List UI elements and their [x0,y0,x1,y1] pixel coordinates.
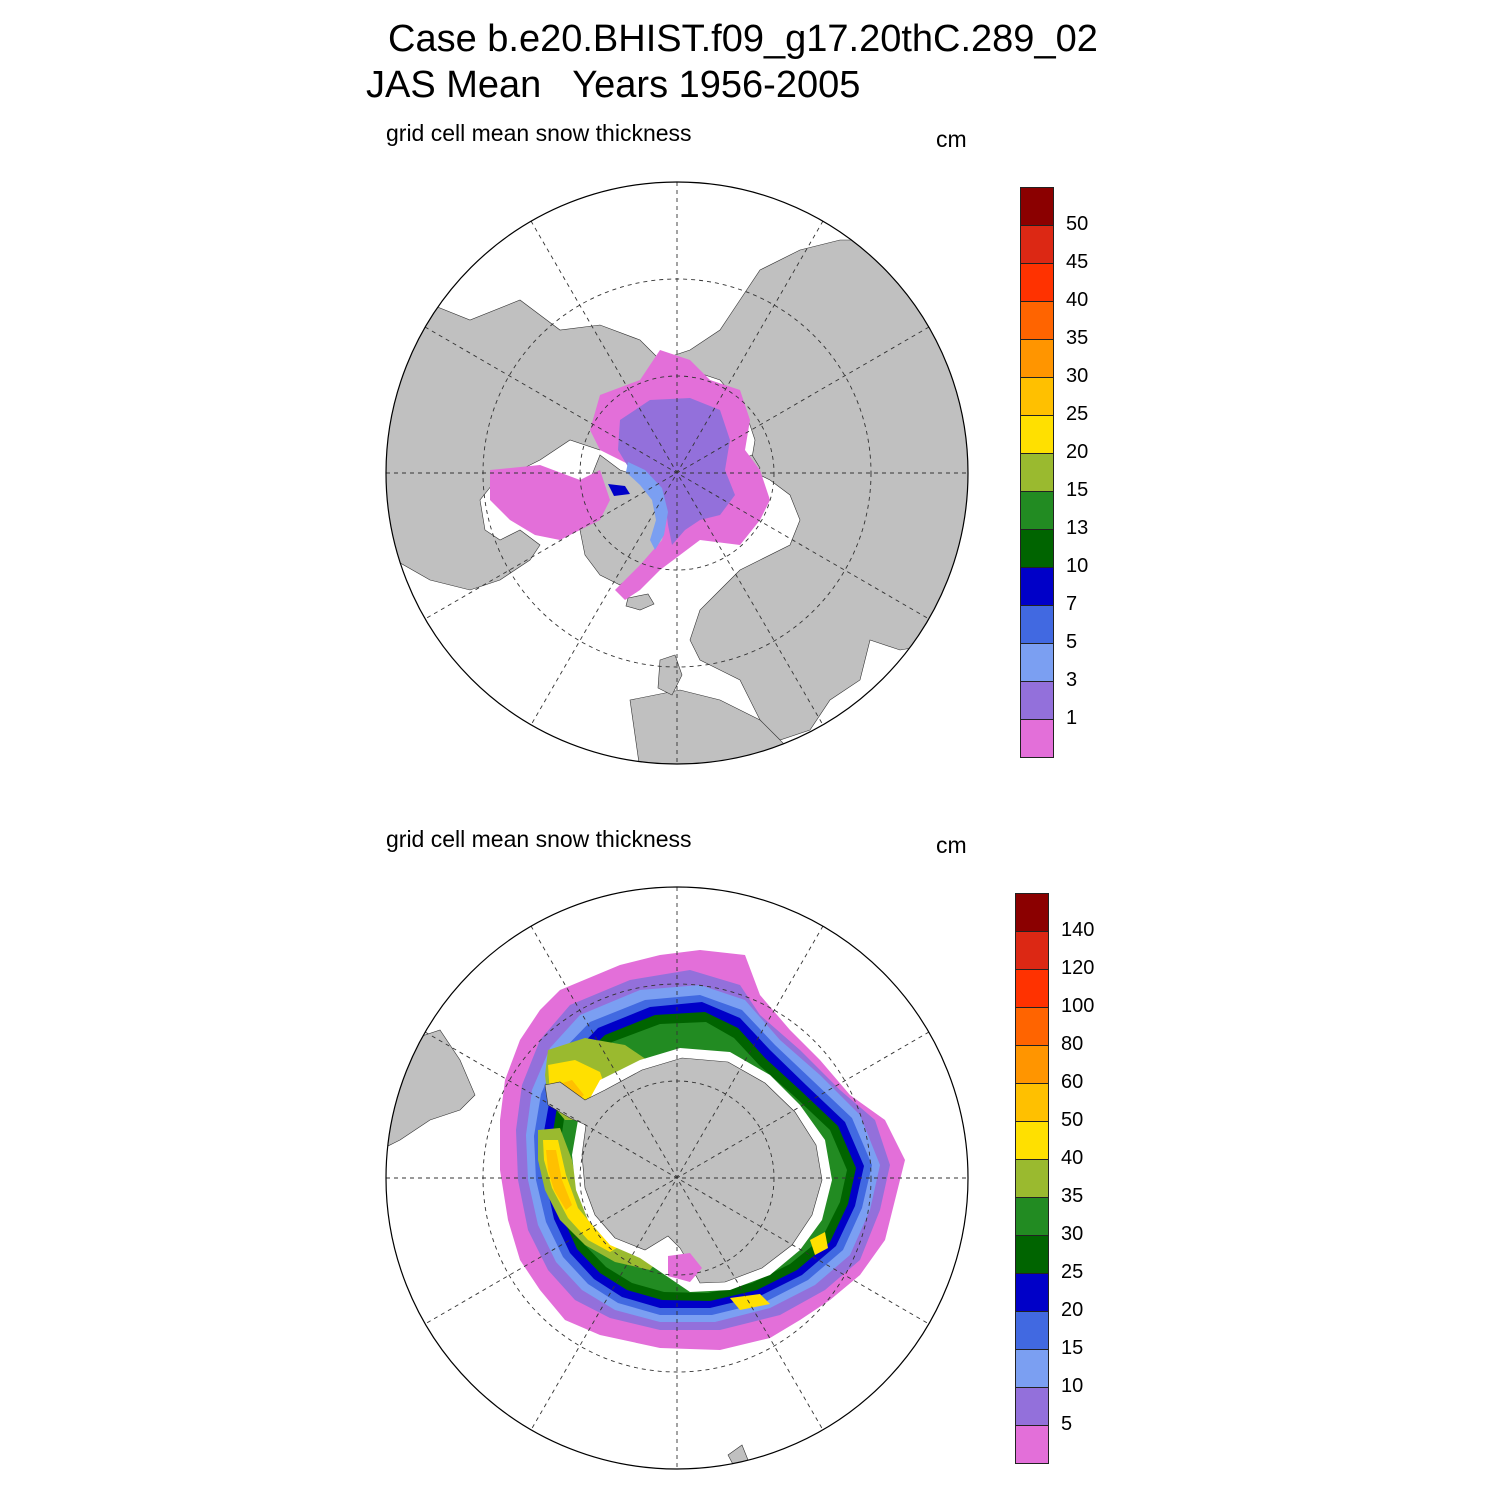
antarctic-snow-bell-yellow [543,1140,620,1252]
antarctic-colorbar: 140 120 100 80 60 50 40 35 30 25 20 15 10 5 [1015,893,1125,1464]
colorbar-swatch [1020,681,1054,720]
colorbar-swatch [1015,1425,1049,1464]
colorbar-swatch [1015,1311,1049,1350]
colorbar-label: 5 [1066,631,1078,653]
colorbar-label: 80 [1061,1033,1084,1055]
arctic-polar-map [385,181,969,765]
antarctic-subtitle: grid cell mean snow thickness [386,826,692,852]
arctic-land-iceland [625,593,655,611]
colorbar-swatch [1015,893,1049,932]
antarctic-snow-bell-orange [546,1150,572,1210]
figure-title-line2: JAS Mean Years 1956-2005 [366,64,861,106]
colorbar-label: 7 [1066,593,1078,615]
colorbar-swatch [1015,1007,1049,1046]
colorbar-label: 15 [1061,1337,1084,1359]
colorbar-label: 5 [1061,1413,1073,1435]
colorbar-label: 35 [1066,327,1089,349]
colorbar-swatch [1015,1159,1049,1198]
colorbar-label: 3 [1066,669,1078,691]
figure-title-line1: Case b.e20.BHIST.f09_g17.20thC.289_02 [388,18,1098,60]
colorbar-swatch [1020,415,1054,454]
colorbar-label: 13 [1066,517,1089,539]
arctic-land-europe-south [629,689,801,764]
colorbar-label: 30 [1066,365,1089,387]
colorbar-swatch [1015,1121,1049,1160]
colorbar-swatch [1015,1197,1049,1236]
colorbar-swatch [1020,491,1054,530]
colorbar-swatch [1015,931,1049,970]
antarctic-snow-ross-yellow [730,1294,770,1310]
colorbar-swatch [1020,301,1054,340]
arctic-subtitle: grid cell mean snow thickness [386,120,692,146]
colorbar-swatch [1020,263,1054,302]
colorbar-swatch [1020,719,1054,758]
colorbar-label: 25 [1066,403,1089,425]
colorbar-label: 140 [1061,919,1095,941]
arctic-land-british-isles [657,654,683,696]
colorbar-label: 30 [1061,1223,1084,1245]
colorbar-label: 15 [1066,479,1089,501]
colorbar-label: 45 [1066,251,1089,273]
colorbar-swatch [1015,1083,1049,1122]
colorbar-label: 35 [1061,1185,1084,1207]
colorbar-swatch [1015,1273,1049,1312]
colorbar-label: 100 [1061,995,1095,1017]
colorbar-label: 10 [1061,1375,1084,1397]
colorbar-swatch [1015,1387,1049,1426]
colorbar-swatch [1020,643,1054,682]
colorbar-swatch [1020,339,1054,378]
arctic-snow-thickest [608,484,630,496]
colorbar-label: 50 [1061,1109,1084,1131]
colorbar-label: 25 [1061,1261,1084,1283]
colorbar-label: 120 [1061,957,1095,979]
colorbar-swatch [1020,377,1054,416]
colorbar-swatch [1020,605,1054,644]
colorbar-swatch [1015,969,1049,1008]
colorbar-label: 1 [1066,707,1078,729]
colorbar-swatch [1020,529,1054,568]
colorbar-swatch [1020,225,1054,264]
arctic-snow-hudson [490,465,610,540]
colorbar-swatch [1020,567,1054,606]
arctic-units: cm [936,126,967,152]
colorbar-label: 50 [1066,213,1089,235]
colorbar-swatch [1020,187,1054,226]
colorbar-label: 20 [1061,1299,1084,1321]
colorbar-label: 20 [1066,441,1089,463]
colorbar-label: 10 [1066,555,1089,577]
colorbar-label: 40 [1066,289,1089,311]
antarctic-units: cm [936,832,967,858]
colorbar-swatch [1015,1235,1049,1274]
antarctic-polar-map [385,886,969,1470]
antarctic-snow-east-yellow [810,1232,828,1255]
colorbar-swatch [1015,1349,1049,1388]
antarctic-snow-bellingshausen [538,1128,660,1270]
colorbar-label: 60 [1061,1071,1084,1093]
colorbar-label: 40 [1061,1147,1084,1169]
colorbar-swatch [1020,453,1054,492]
colorbar-swatch [1015,1045,1049,1084]
arctic-land-eurasia [386,239,968,741]
arctic-colorbar: 50 45 40 35 30 25 20 15 13 10 7 5 3 1 [1020,187,1130,759]
